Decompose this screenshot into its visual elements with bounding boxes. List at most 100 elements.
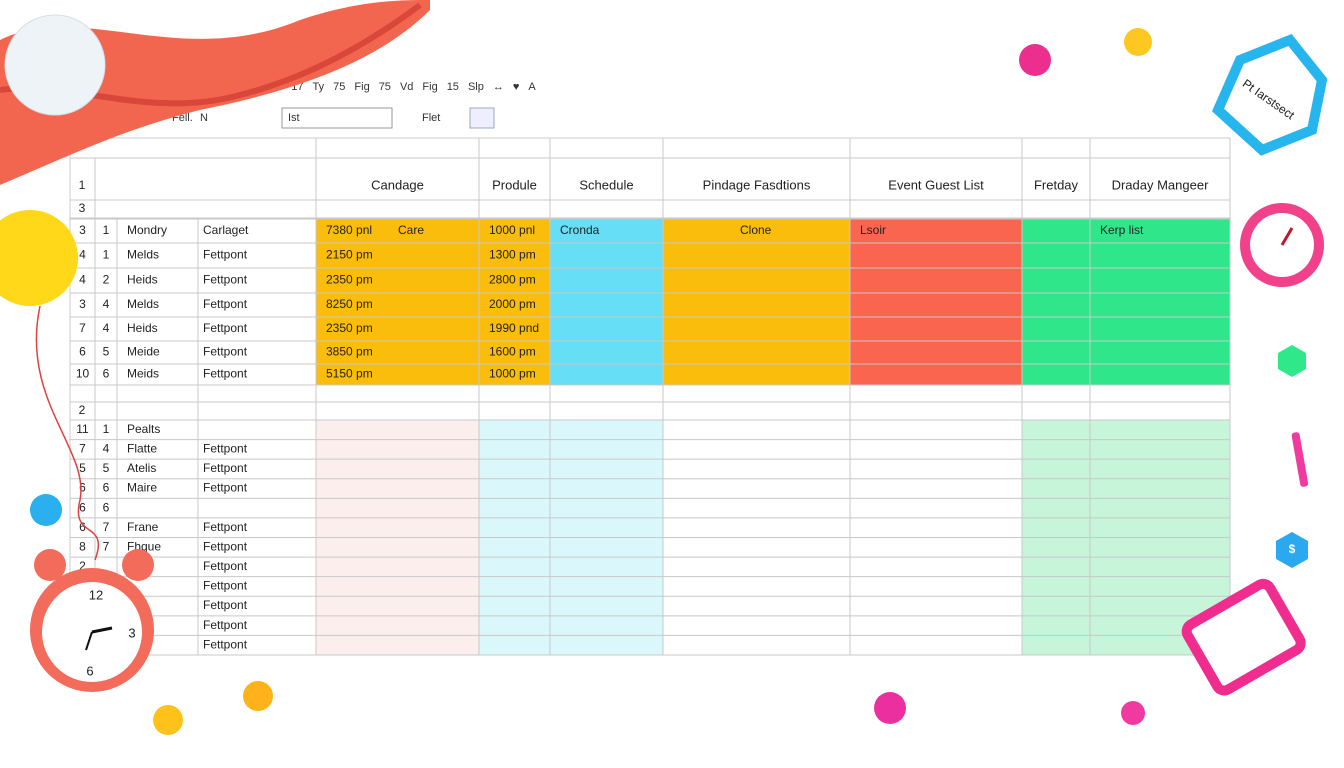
cell-text: 6 bbox=[103, 481, 110, 495]
cell-fill bbox=[663, 243, 730, 268]
cell-fill bbox=[1022, 268, 1090, 293]
column-header: Produle bbox=[492, 177, 537, 192]
cell-text: 2150 pm bbox=[326, 248, 373, 262]
cell-fill bbox=[1090, 517, 1230, 538]
cell-fill bbox=[479, 268, 550, 293]
toolbar-button[interactable]: 75 bbox=[379, 81, 391, 93]
cell-fill bbox=[850, 364, 915, 385]
cell-text: 2350 pm bbox=[326, 321, 373, 335]
toolbar-button[interactable]: 75 bbox=[333, 81, 345, 93]
cell-fill bbox=[316, 317, 388, 341]
cell-text: Maire bbox=[127, 481, 157, 495]
candy bbox=[1124, 28, 1152, 56]
cell-text: Fettpont bbox=[203, 461, 248, 475]
cell-fill bbox=[316, 364, 388, 385]
cell-fill bbox=[1022, 317, 1090, 341]
cell-text: 6 bbox=[79, 481, 86, 495]
cell-fill bbox=[479, 537, 550, 558]
cell-fill bbox=[730, 317, 850, 341]
cell-text: 7 bbox=[79, 442, 86, 456]
cell-fill bbox=[316, 557, 388, 577]
toolbar-button[interactable]: A bbox=[528, 81, 536, 93]
cell-fill bbox=[1022, 635, 1090, 655]
toolbar-button[interactable]: Vd bbox=[400, 81, 413, 93]
cell-fill bbox=[730, 364, 850, 385]
cell-fill bbox=[1090, 596, 1230, 616]
cell-fill bbox=[1090, 341, 1230, 364]
cell-fill bbox=[1090, 557, 1230, 577]
cell-fill bbox=[479, 439, 550, 460]
cell-fill bbox=[316, 537, 388, 558]
cell-text: Heids bbox=[127, 321, 158, 335]
cell-fill bbox=[388, 364, 479, 385]
cell-text: Fettpont bbox=[203, 481, 248, 495]
cell-fill bbox=[479, 420, 550, 440]
toolbar-button[interactable]: Flet bbox=[422, 112, 440, 124]
cell-text: 1 bbox=[103, 422, 110, 436]
toolbar-button[interactable]: ↔ bbox=[493, 81, 504, 93]
cell-fill bbox=[316, 459, 388, 479]
clock-bell bbox=[122, 549, 154, 581]
cell-text: Kerp list bbox=[1100, 223, 1144, 237]
cell-fill bbox=[1022, 615, 1090, 636]
cell-fill bbox=[1022, 243, 1090, 268]
toolbar-button[interactable]: Fig bbox=[354, 81, 369, 93]
cell-text: Fettpont bbox=[203, 442, 248, 456]
cell-text: 5 bbox=[103, 345, 110, 359]
cell-fill bbox=[316, 478, 388, 499]
toolbar-button[interactable]: N bbox=[200, 112, 208, 124]
column-header: Schedule bbox=[579, 177, 633, 192]
cell-text: 1 bbox=[103, 248, 110, 262]
cell-text: Meids bbox=[127, 367, 159, 381]
cell-fill bbox=[550, 364, 663, 385]
column-header: Pindage Fasdtions bbox=[703, 177, 811, 192]
cell-fill bbox=[316, 219, 388, 243]
cell-fill bbox=[316, 596, 388, 616]
cell-fill bbox=[550, 219, 663, 243]
toolbar-button[interactable]: 15 bbox=[447, 81, 459, 93]
cell-text: 5 bbox=[79, 461, 86, 475]
cell-fill bbox=[388, 635, 479, 655]
cell-fill bbox=[550, 576, 663, 597]
cell-text: Melds bbox=[127, 248, 159, 262]
cell-fill bbox=[316, 576, 388, 597]
toolbar-button[interactable]: ♥ bbox=[513, 81, 520, 93]
column-header: Event Guest List bbox=[888, 177, 984, 192]
cell-fill bbox=[388, 420, 479, 440]
cell-fill bbox=[550, 478, 663, 499]
cell-fill bbox=[1090, 420, 1230, 440]
cell-text: Fettpont bbox=[203, 579, 248, 593]
cell-text: 7380 pnl bbox=[326, 223, 372, 237]
cell-text: 4 bbox=[103, 321, 110, 335]
toolbar-button[interactable]: Slp bbox=[468, 81, 484, 93]
cell-fill bbox=[850, 243, 915, 268]
cell-fill bbox=[479, 576, 550, 597]
cell-text: 4 bbox=[103, 297, 110, 311]
cell-text: 1 bbox=[103, 223, 110, 237]
cell-text: Fettpont bbox=[203, 598, 248, 612]
cell-fill bbox=[730, 219, 850, 243]
toolbar-button[interactable]: Fig bbox=[422, 81, 437, 93]
cell-text: 6 bbox=[103, 367, 110, 381]
toolbar-button[interactable]: Ist bbox=[288, 112, 300, 124]
cell-fill bbox=[550, 537, 663, 558]
row-number: 3 bbox=[79, 201, 86, 215]
cell-fill bbox=[1090, 268, 1230, 293]
cell-fill bbox=[850, 293, 915, 317]
clock-number: 3 bbox=[128, 625, 135, 640]
candy bbox=[243, 681, 273, 711]
cell-fill bbox=[479, 317, 550, 341]
cell-fill bbox=[1090, 364, 1230, 385]
cell-text: 1000 pnl bbox=[489, 223, 535, 237]
cell-fill bbox=[388, 293, 479, 317]
toolbar-button[interactable]: Ty bbox=[313, 81, 325, 93]
hexagon bbox=[1278, 345, 1306, 377]
cell-fill bbox=[730, 268, 850, 293]
cell-fill bbox=[479, 596, 550, 616]
candy bbox=[153, 705, 183, 735]
cell-fill bbox=[1090, 439, 1230, 460]
cell-fill bbox=[915, 219, 1022, 243]
cell-text: 7 bbox=[79, 321, 86, 335]
cell-fill bbox=[663, 268, 730, 293]
cell-fill bbox=[479, 364, 550, 385]
